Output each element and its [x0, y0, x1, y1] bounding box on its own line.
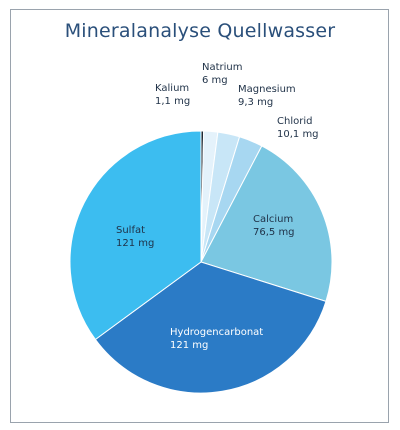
slice-value-sulfat: 121 mg [116, 238, 154, 249]
slice-label-kalium: Kalium [155, 83, 189, 94]
slice-label-sulfat: Sulfat [116, 225, 145, 236]
slice-label-calcium: Calcium [253, 214, 293, 225]
pie-slices [69, 130, 333, 394]
slice-value-calcium: 76,5 mg [253, 227, 295, 238]
slice-value-natrium: 6 mg [202, 75, 228, 86]
slice-value-kalium: 1,1 mg [155, 96, 190, 107]
pie-slice-calcium [200, 145, 333, 302]
slice-label-chlorid: Chlorid [277, 116, 312, 127]
slice-label-natrium: Natrium [202, 62, 243, 73]
pie-labels: Kalium 1,1 mg Natrium 6 mg Magnesium 9,3 mg Ch… [116, 62, 319, 351]
slice-value-hydrogencarbonat: 121 mg [170, 340, 208, 351]
slice-value-chlorid: 10,1 mg [277, 129, 319, 140]
chart-title: Mineralanalyse Quellwasser [64, 20, 336, 42]
slice-label-hydrogencarbonat: Hydrogencarbonat [170, 327, 263, 338]
slice-value-magnesium: 9,3 mg [238, 97, 273, 108]
pie-slice-hydrogencarbonat [94, 261, 327, 394]
pie-slice-sulfat [69, 130, 202, 341]
slice-label-magnesium: Magnesium [238, 84, 296, 95]
